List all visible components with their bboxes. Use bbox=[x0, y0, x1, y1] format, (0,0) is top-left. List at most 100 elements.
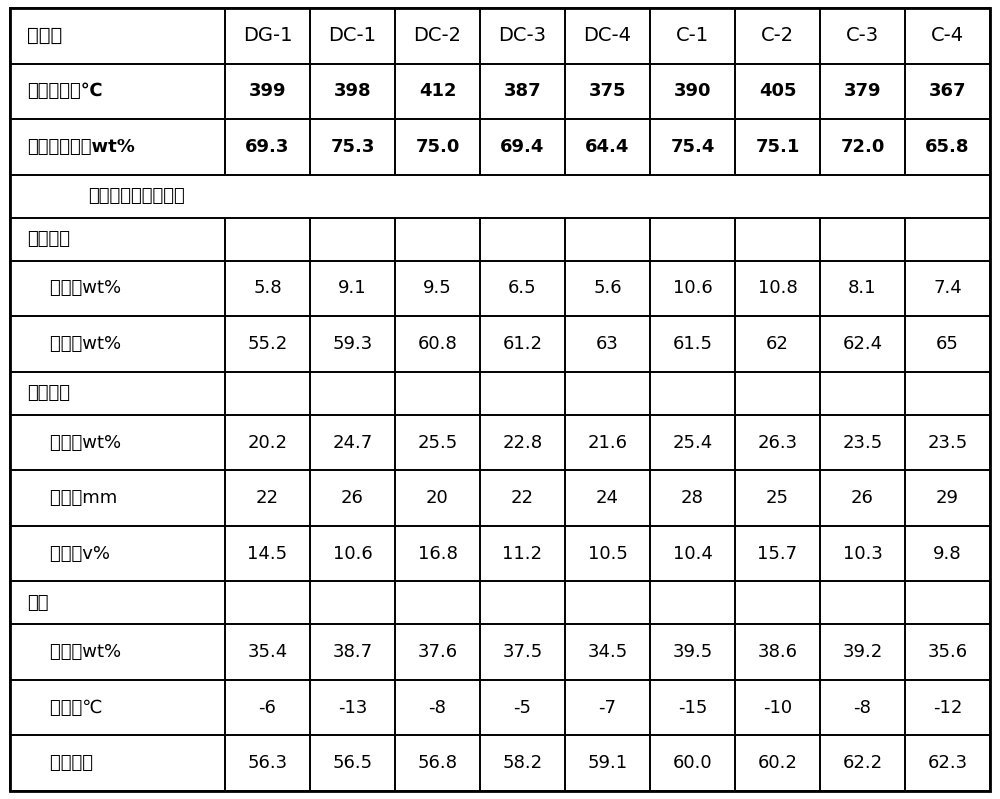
Bar bbox=[650, 8, 735, 64]
Bar bbox=[820, 471, 905, 526]
Text: 375: 375 bbox=[589, 82, 626, 101]
Bar bbox=[735, 8, 820, 64]
Bar bbox=[395, 372, 480, 415]
Text: DC-3: DC-3 bbox=[498, 26, 546, 46]
Bar bbox=[565, 526, 650, 582]
Bar bbox=[905, 217, 990, 260]
Bar bbox=[10, 582, 225, 624]
Text: 22: 22 bbox=[256, 489, 279, 507]
Bar bbox=[10, 471, 225, 526]
Bar bbox=[480, 260, 565, 316]
Bar bbox=[820, 64, 905, 119]
Bar bbox=[650, 217, 735, 260]
Text: 63: 63 bbox=[596, 335, 619, 353]
Bar bbox=[225, 8, 310, 64]
Text: 21.6: 21.6 bbox=[587, 434, 627, 451]
Text: 37.6: 37.6 bbox=[417, 643, 458, 661]
Text: 387: 387 bbox=[504, 82, 541, 101]
Bar bbox=[820, 316, 905, 372]
Bar bbox=[225, 582, 310, 624]
Bar bbox=[905, 415, 990, 471]
Bar bbox=[10, 64, 225, 119]
Bar bbox=[310, 471, 395, 526]
Bar bbox=[480, 316, 565, 372]
Text: 反应温度，℃: 反应温度，℃ bbox=[27, 82, 103, 101]
Bar bbox=[10, 119, 225, 175]
Bar bbox=[820, 372, 905, 415]
Bar bbox=[820, 680, 905, 735]
Bar bbox=[565, 680, 650, 735]
Bar bbox=[310, 64, 395, 119]
Bar bbox=[905, 119, 990, 175]
Bar bbox=[310, 624, 395, 680]
Text: 芳潜，wt%: 芳潜，wt% bbox=[27, 335, 121, 353]
Text: 28: 28 bbox=[681, 489, 704, 507]
Text: 9.8: 9.8 bbox=[933, 545, 962, 562]
Bar bbox=[10, 680, 225, 735]
Bar bbox=[565, 8, 650, 64]
Bar bbox=[735, 582, 820, 624]
Text: 产品收率及主要性质: 产品收率及主要性质 bbox=[88, 187, 185, 205]
Bar bbox=[820, 526, 905, 582]
Bar bbox=[905, 372, 990, 415]
Bar bbox=[480, 624, 565, 680]
Bar bbox=[905, 735, 990, 791]
Bar bbox=[395, 680, 480, 735]
Text: 10.5: 10.5 bbox=[588, 545, 627, 562]
Bar bbox=[650, 119, 735, 175]
Bar bbox=[395, 64, 480, 119]
Bar bbox=[395, 680, 480, 735]
Bar bbox=[10, 624, 225, 680]
Text: 6.5: 6.5 bbox=[508, 280, 537, 297]
Bar bbox=[225, 119, 310, 175]
Bar bbox=[820, 372, 905, 415]
Bar bbox=[650, 471, 735, 526]
Bar bbox=[310, 680, 395, 735]
Bar bbox=[310, 735, 395, 791]
Bar bbox=[10, 526, 225, 582]
Bar bbox=[480, 471, 565, 526]
Bar bbox=[650, 680, 735, 735]
Text: 25: 25 bbox=[766, 489, 789, 507]
Bar bbox=[735, 316, 820, 372]
Text: C-1: C-1 bbox=[676, 26, 709, 46]
Text: 烟点，mm: 烟点，mm bbox=[27, 489, 117, 507]
Bar bbox=[310, 217, 395, 260]
Bar bbox=[735, 372, 820, 415]
Bar bbox=[395, 8, 480, 64]
Text: 69.4: 69.4 bbox=[500, 138, 545, 156]
Bar bbox=[820, 415, 905, 471]
Bar bbox=[310, 680, 395, 735]
Bar bbox=[10, 680, 225, 735]
Bar bbox=[225, 217, 310, 260]
Bar bbox=[735, 415, 820, 471]
Bar bbox=[905, 526, 990, 582]
Bar bbox=[225, 526, 310, 582]
Bar bbox=[565, 119, 650, 175]
Bar bbox=[225, 119, 310, 175]
Bar bbox=[395, 119, 480, 175]
Bar bbox=[10, 175, 990, 217]
Bar bbox=[225, 372, 310, 415]
Bar bbox=[480, 415, 565, 471]
Bar bbox=[650, 372, 735, 415]
Bar bbox=[650, 64, 735, 119]
Bar bbox=[10, 119, 225, 175]
Text: 38.6: 38.6 bbox=[757, 643, 797, 661]
Bar bbox=[10, 316, 225, 372]
Bar bbox=[650, 316, 735, 372]
Bar bbox=[565, 735, 650, 791]
Bar bbox=[905, 8, 990, 64]
Bar bbox=[10, 415, 225, 471]
Bar bbox=[225, 316, 310, 372]
Bar bbox=[10, 372, 225, 415]
Text: -15: -15 bbox=[678, 698, 707, 717]
Bar bbox=[820, 415, 905, 471]
Bar bbox=[905, 735, 990, 791]
Bar bbox=[735, 526, 820, 582]
Bar bbox=[650, 735, 735, 791]
Bar bbox=[10, 316, 225, 372]
Bar bbox=[735, 471, 820, 526]
Text: 8.1: 8.1 bbox=[848, 280, 877, 297]
Bar bbox=[820, 735, 905, 791]
